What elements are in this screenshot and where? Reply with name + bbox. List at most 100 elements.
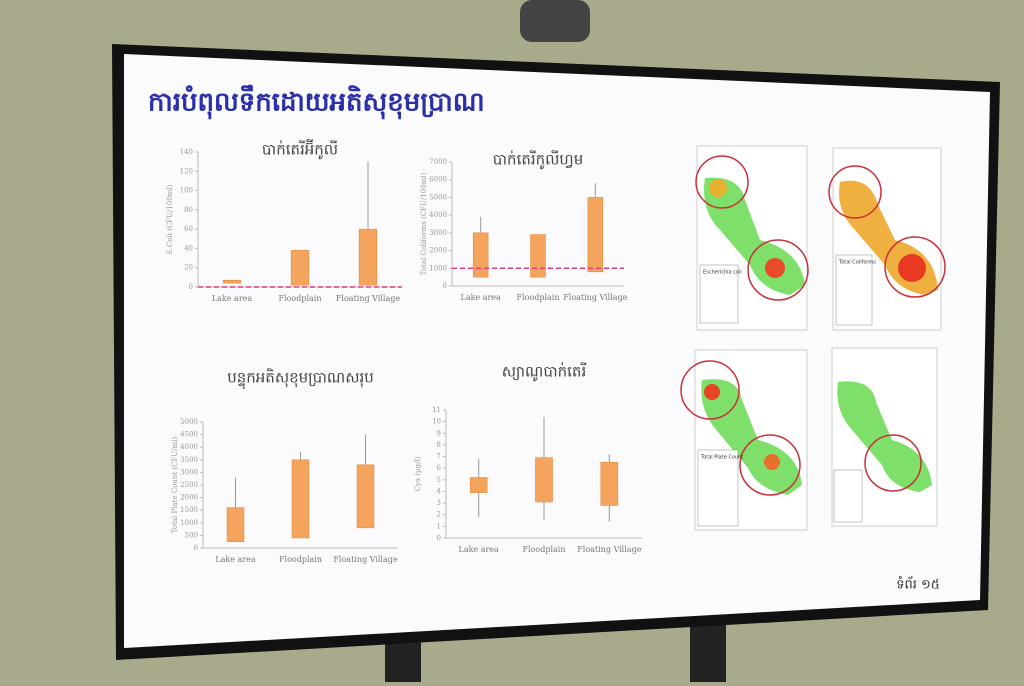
map-legend (835, 254, 873, 326)
y-axis-label: E.Coli (CFU/100ml) (166, 184, 174, 254)
highlight-circle (864, 434, 922, 492)
y-tick-label: 2000 (180, 494, 198, 502)
y-tick-label: 0 (194, 544, 198, 552)
y-axis-label: Cya (µg/l) (414, 456, 422, 491)
box (291, 459, 310, 539)
y-tick-label: 11 (432, 406, 441, 414)
box (356, 464, 375, 529)
highlight-circle (695, 155, 749, 209)
x-tick-label: Floating Village (333, 555, 397, 564)
x-tick-label: Floodplain (522, 545, 565, 554)
hotspot (898, 254, 926, 282)
chart-title: បាក់តេរីអ៊ីកូលី (262, 139, 338, 160)
y-tick-label: 1 (437, 522, 441, 530)
y-tick-label: 20 (184, 264, 193, 272)
y-tick-label: 3500 (180, 456, 198, 464)
y-tick-label: 1000 (180, 519, 198, 527)
y-tick-label: 0 (443, 282, 447, 290)
x-tick-label: Floodplain (279, 555, 322, 564)
box (472, 232, 489, 278)
map-legend (697, 449, 739, 527)
highlight-circle (828, 165, 882, 219)
y-tick-label: 5000 (429, 193, 447, 201)
hotspot (765, 258, 785, 278)
x-tick-label: Lake area (459, 545, 500, 554)
chart-title: បន្ទុកអតិសុខុមប្រាណសរុប (227, 368, 374, 390)
y-tick-label: 80 (184, 206, 193, 214)
hotspot (704, 384, 720, 400)
hotspot (764, 454, 780, 470)
box (530, 234, 546, 278)
y-tick-label: 1500 (180, 506, 198, 514)
x-tick-label: Floating Village (336, 294, 400, 303)
highlight-circle (680, 360, 740, 420)
page-number: ទំព័រ ១៥ (896, 576, 940, 593)
box (535, 457, 553, 503)
y-tick-label: 4500 (180, 431, 198, 439)
y-tick-label: 7 (437, 453, 441, 461)
y-tick-label: 0 (189, 283, 193, 291)
y-tick-label: 9 (437, 429, 441, 437)
x-tick-label: Lake area (212, 294, 253, 303)
highlight-circle (739, 434, 801, 496)
y-tick-label: 1000 (429, 264, 447, 272)
box (358, 228, 378, 286)
y-tick-label: 4000 (429, 211, 447, 219)
stand-leg (690, 620, 726, 682)
box (290, 250, 310, 286)
map-legend (699, 264, 739, 324)
hotspot (709, 179, 727, 197)
map (831, 347, 938, 527)
x-tick-label: Floodplain (278, 294, 321, 303)
highlight-circle (884, 236, 946, 298)
map: Escherichia coli (695, 145, 809, 331)
y-tick-label: 0 (437, 534, 441, 542)
y-tick-label: 3000 (180, 468, 198, 476)
map-legend (833, 469, 863, 523)
y-tick-label: 2 (437, 511, 441, 519)
y-tick-label: 4000 (180, 443, 198, 451)
y-tick-label: 4 (437, 487, 442, 495)
y-tick-label: 5000 (180, 418, 198, 426)
y-tick-label: 140 (180, 148, 193, 156)
x-tick-label: Floodplain (516, 293, 559, 302)
y-axis-label: Total Plate Count (CFU/ml) (171, 436, 179, 533)
x-tick-label: Floating Village (563, 293, 627, 302)
y-tick-label: 6 (437, 464, 442, 472)
chart-title: បាក់តេរីកូលីហ្វម (493, 150, 583, 170)
y-tick-label: 500 (185, 531, 198, 539)
y-tick-label: 100 (180, 187, 193, 195)
y-tick-label: 3 (437, 499, 441, 507)
y-tick-label: 2000 (429, 247, 447, 255)
y-tick-label: 10 (432, 418, 441, 426)
camera (520, 0, 590, 42)
y-tick-label: 60 (184, 225, 193, 233)
y-tick-label: 40 (184, 244, 193, 252)
highlight-circle (747, 239, 809, 301)
box (222, 279, 242, 284)
map: Total Coliforms (828, 147, 946, 331)
y-axis-label: Total Coliforms (CFU/100ml) (420, 172, 428, 275)
chart-title: ស្យាណូបាក់តេរី (502, 362, 586, 382)
y-tick-label: 6000 (429, 176, 447, 184)
legend-title: Escherichia coli (703, 270, 742, 276)
map: Total Plate Count (680, 349, 808, 531)
box (587, 197, 604, 273)
slide-title: ការបំពុលទឹកដោយអតិសុខុមប្រាណ (148, 85, 485, 120)
legend-title: Total Coliforms (838, 260, 876, 266)
y-tick-label: 7000 (429, 158, 447, 166)
y-tick-label: 5 (437, 476, 441, 484)
y-tick-label: 3000 (429, 229, 447, 237)
x-tick-label: Lake area (215, 555, 256, 564)
x-tick-label: Floating Village (577, 545, 641, 554)
y-tick-label: 120 (180, 167, 193, 175)
x-tick-label: Lake area (461, 293, 502, 302)
legend-title: Total Plate Count (700, 455, 743, 461)
y-tick-label: 2500 (180, 481, 198, 489)
box (226, 507, 245, 542)
box (600, 462, 619, 506)
box (469, 477, 488, 493)
y-tick-label: 8 (437, 441, 441, 449)
